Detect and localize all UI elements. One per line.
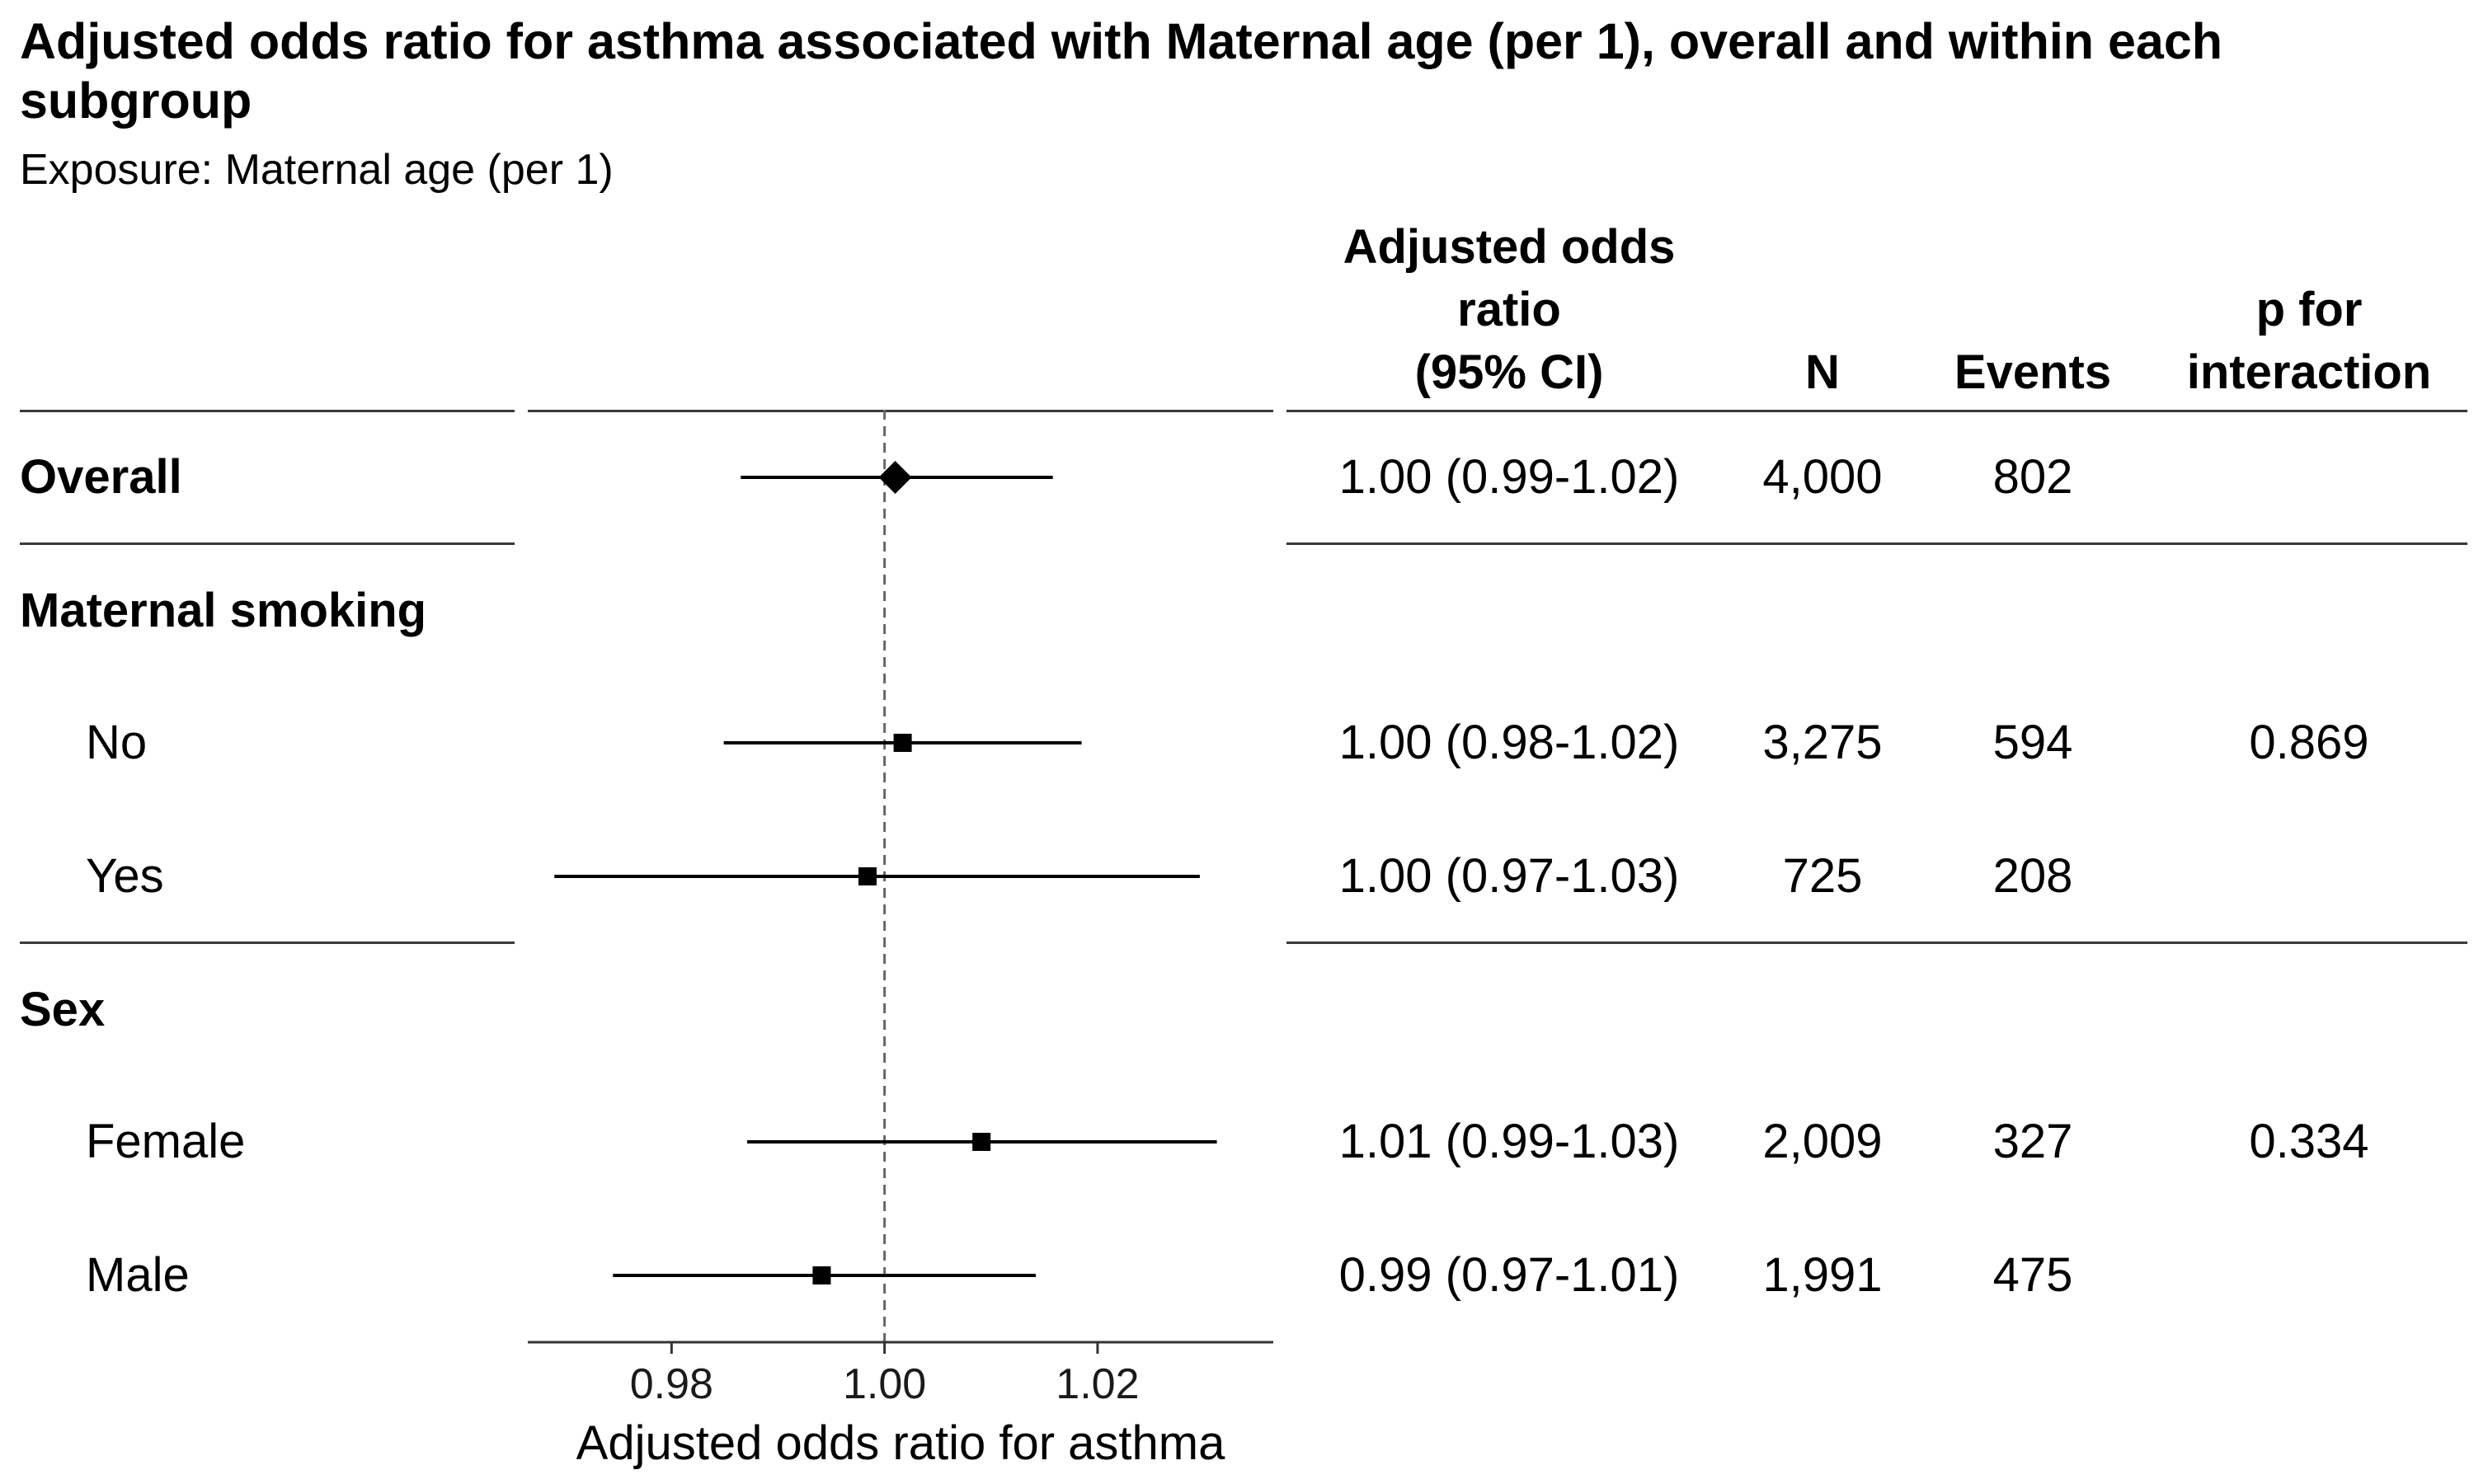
or-value-female: 1.01 (0.99-1.03) (1338, 1115, 1680, 1168)
p-header-line2: interaction (2186, 345, 2432, 399)
or-value-no: 1.00 (0.98-1.02) (1338, 716, 1680, 769)
x-tick-label: 0.98 (630, 1360, 713, 1408)
x-axis-title: Adjusted odds ratio for asthma (576, 1416, 1225, 1470)
events-value-female: 327 (1992, 1115, 2073, 1168)
n-column-header: N (1805, 345, 1840, 399)
or-value-overall: 1.00 (0.99-1.02) (1338, 450, 1680, 504)
estimate-marker-overall (878, 461, 912, 494)
events-value-overall: 802 (1992, 450, 2073, 504)
events-value-male: 475 (1992, 1248, 2073, 1302)
events-value-yes: 208 (1992, 849, 2073, 903)
header-rule-right (1286, 410, 2467, 412)
row-label-overall: Overall (20, 450, 182, 504)
x-tick-label: 1.00 (843, 1360, 926, 1408)
p-value-maternal-smoking: 0.869 (2249, 716, 2369, 769)
estimate-marker-yes (858, 867, 877, 885)
or-header-line2: ratio (1457, 283, 1561, 336)
section-rule-left-1 (20, 542, 515, 545)
or-column-header: Adjusted odds ratio (95% CI) (1286, 216, 1732, 404)
p-interaction-column-header: p for interaction (2144, 279, 2474, 404)
header-rule-left (20, 410, 515, 412)
row-label-yes: Yes (86, 849, 164, 903)
header-rule-plot (528, 410, 1273, 412)
row-label-maternal-smoking: Maternal smoking (20, 584, 427, 637)
row-label-male: Male (86, 1248, 190, 1302)
row-label-no: No (86, 716, 148, 769)
n-value-female: 2,009 (1762, 1115, 1883, 1168)
events-value-no: 594 (1992, 716, 2073, 769)
estimate-marker-female (972, 1133, 991, 1151)
events-column-header: Events (1954, 345, 2112, 399)
chart-subtitle: Exposure: Maternal age (per 1) (20, 146, 614, 194)
n-value-male: 1,991 (1762, 1248, 1883, 1302)
n-value-overall: 4,000 (1762, 450, 1883, 504)
chart-title: Adjusted odds ratio for asthma associate… (20, 13, 2223, 129)
section-rule-left-2 (20, 942, 515, 944)
p-value-sex: 0.334 (2249, 1115, 2369, 1168)
section-rule-right-1 (1286, 542, 2467, 545)
estimate-marker-no (893, 734, 912, 752)
section-rule-right-2 (1286, 942, 2467, 944)
estimate-marker-male (812, 1266, 831, 1284)
row-label-sex: Sex (20, 983, 106, 1036)
x-tick-label: 1.02 (1056, 1360, 1139, 1408)
or-header-line1: Adjusted odds (1343, 220, 1676, 274)
p-header-line1: p for (2255, 283, 2363, 336)
n-value-no: 3,275 (1762, 716, 1883, 769)
or-value-male: 0.99 (0.97-1.01) (1338, 1248, 1680, 1302)
or-value-yes: 1.00 (0.97-1.03) (1338, 849, 1680, 903)
or-header-line3: (95% CI) (1414, 345, 1604, 399)
n-value-yes: 725 (1782, 849, 1863, 903)
row-label-female: Female (86, 1115, 246, 1168)
